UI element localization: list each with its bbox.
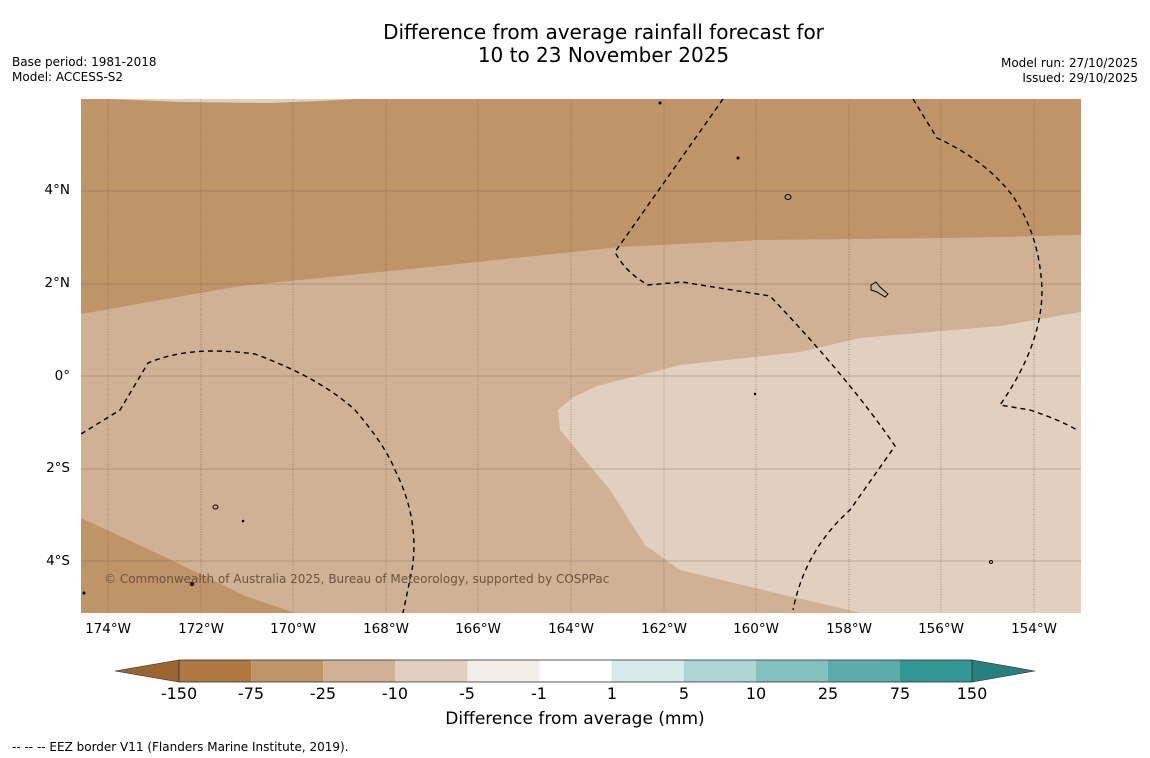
- lon-label-172w: 172°W: [178, 621, 224, 637]
- island-shape: [212, 504, 219, 510]
- island-shape: [82, 591, 86, 595]
- lon-label-174w: 174°W: [85, 621, 131, 637]
- base-period-label: Base period: 1981-2018: [12, 55, 157, 69]
- colorbar-swatch: [755, 660, 828, 682]
- colorbar-swatch: [539, 660, 612, 682]
- colorbar-tick-label: -150: [160, 684, 198, 703]
- colorbar-swatch: [827, 660, 900, 682]
- colorbar-tick-label: 5: [678, 684, 690, 703]
- colorbar-tick-label: -25: [309, 684, 337, 703]
- colorbar-tick-label: 150: [956, 684, 988, 703]
- island-shape: [190, 582, 194, 586]
- lon-label-156w: 156°W: [918, 621, 964, 637]
- eez-border-central: [614, 99, 896, 611]
- longitude-gridlines: [107, 99, 1035, 613]
- island-shape: [658, 101, 662, 105]
- lon-label-158w: 158°W: [826, 621, 872, 637]
- issued-label: Issued: 29/10/2025: [1022, 71, 1138, 85]
- colorbar-swatch: [467, 660, 540, 682]
- colorbar-swatch: [395, 660, 468, 682]
- map-title-line1: Difference from average rainfall forecas…: [383, 20, 824, 44]
- island-shape: [241, 519, 245, 523]
- model-run-label: Model run: 27/10/2025: [1000, 56, 1138, 70]
- colorbar-frame: [178, 659, 973, 683]
- colorbar-tick-label: 75: [889, 684, 911, 703]
- colorbar-swatch: [611, 660, 684, 682]
- colorbar-extend-low: [114, 659, 180, 683]
- colorbar-tick-label: 10: [745, 684, 767, 703]
- colorbar-swatch: [179, 660, 252, 682]
- colorbar-extend-high: [971, 659, 1036, 683]
- eez-border-footnote: -- -- -- EEZ border V11 (Flanders Marine…: [12, 740, 349, 754]
- lat-label-4n: 4°N: [44, 182, 70, 198]
- colorbar-swatch: [323, 660, 396, 682]
- copyright-text: © Commonwealth of Australia 2025, Bureau…: [104, 572, 610, 586]
- eez-border-east: [912, 99, 1078, 431]
- colorbar-swatch: [251, 660, 324, 682]
- island-shape: [753, 392, 757, 396]
- lon-label-154w: 154°W: [1011, 621, 1057, 637]
- colorbar-tick-label: 25: [817, 684, 839, 703]
- colorbar-swatch: [900, 660, 973, 682]
- lat-label-0: 0°: [54, 368, 70, 384]
- lon-label-160w: 160°W: [733, 621, 779, 637]
- colorbar-swatch: [683, 660, 756, 682]
- eez-borders: [81, 99, 1078, 613]
- latitude-gridlines: [81, 190, 1081, 562]
- lon-label-164w: 164°W: [548, 621, 594, 637]
- island-shape: [736, 156, 740, 160]
- model-label: Model: ACCESS-S2: [12, 70, 124, 84]
- lon-label-168w: 168°W: [363, 621, 409, 637]
- colorbar-tick-label: -1: [531, 684, 547, 703]
- lon-label-162w: 162°W: [641, 621, 687, 637]
- rainfall-band-light: [558, 312, 1081, 613]
- colorbar-tick-label: -10: [381, 684, 409, 703]
- lon-label-166w: 166°W: [455, 621, 501, 637]
- rainfall-band-light-top: [110, 99, 355, 103]
- colorbar-title: Difference from average (mm): [445, 709, 705, 729]
- island-shape: [784, 194, 792, 200]
- island-shape: [870, 281, 889, 298]
- colorbar-tick-label: -75: [237, 684, 265, 703]
- islands: [82, 101, 993, 595]
- lat-label-4s: 4°S: [46, 553, 70, 569]
- lon-label-170w: 170°W: [270, 621, 316, 637]
- map-title-line2: 10 to 23 November 2025: [477, 43, 730, 67]
- island-shape: [989, 560, 993, 564]
- colorbar-tick-label: 1: [606, 684, 618, 703]
- lat-label-2n: 2°N: [44, 275, 70, 291]
- colorbar-tick-label: -5: [459, 684, 475, 703]
- lat-label-2s: 2°S: [46, 460, 70, 476]
- eez-border-west: [81, 350, 415, 613]
